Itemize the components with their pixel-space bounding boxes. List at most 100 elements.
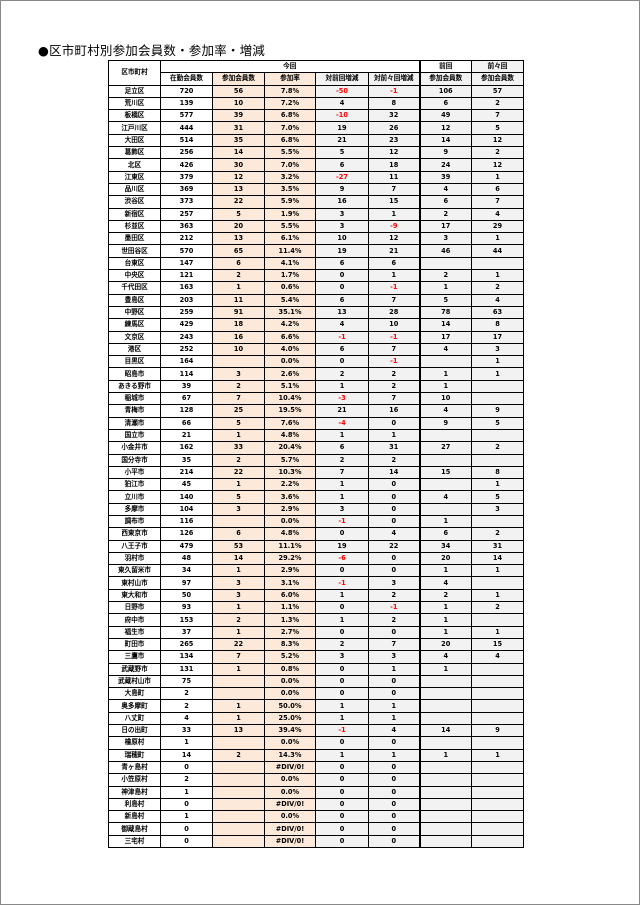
header-municipality: 区市町村 <box>108 60 161 86</box>
table-row: 利島村 0 #DIV/0! 0 0 <box>108 797 524 812</box>
table-row: 新島村 1 0.0% 0 0 <box>108 810 524 824</box>
change-vs-previous-cell: 6 <box>315 342 369 357</box>
change-vs-before-previous-cell: 14 <box>368 465 420 480</box>
employed-members-cell: 66 <box>160 416 213 430</box>
header-participation-rate: 参加率 <box>264 72 316 86</box>
participants-cell: 33 <box>212 441 265 455</box>
employed-members-cell: 33 <box>160 724 213 738</box>
table-row: 千代田区 163 1 0.6% 0 -1 1 2 <box>108 281 524 295</box>
change-vs-previous-cell: 2 <box>315 637 369 652</box>
before-previous-participants-cell <box>471 453 524 467</box>
before-previous-participants-cell: 2 <box>471 281 524 295</box>
change-vs-previous-cell: -27 <box>315 170 369 184</box>
before-previous-participants-cell: 3 <box>471 502 524 516</box>
employed-members-cell: 2 <box>160 773 213 787</box>
change-vs-previous-cell: 21 <box>315 404 369 418</box>
change-vs-previous-cell: 0 <box>315 797 369 812</box>
municipality-cell: 目黒区 <box>108 355 161 369</box>
previous-participants-cell: 1 <box>418 367 472 381</box>
before-previous-participants-cell <box>471 810 524 824</box>
change-vs-before-previous-cell: 8 <box>368 96 420 111</box>
participants-cell: 22 <box>212 637 265 652</box>
participants-cell: 22 <box>212 195 265 209</box>
municipality-cell: 世田谷区 <box>108 244 161 258</box>
previous-participants-cell: 1 <box>418 625 472 639</box>
employed-members-cell: 50 <box>160 588 213 603</box>
previous-participants-cell <box>418 785 472 799</box>
participation-rate-cell: 10.4% <box>264 392 316 406</box>
municipality-cell: 三宅村 <box>108 834 161 849</box>
previous-participants-cell: 9 <box>418 146 472 160</box>
employed-members-cell: 514 <box>160 133 213 148</box>
table-row: 御蔵島村 0 #DIV/0! 0 0 <box>108 822 524 836</box>
previous-participants-cell: 1 <box>418 379 472 394</box>
employed-members-cell: 720 <box>160 84 213 98</box>
change-vs-previous-cell: 0 <box>315 760 369 775</box>
participants-cell <box>212 822 265 836</box>
before-previous-participants-cell: 1 <box>471 170 524 184</box>
change-vs-previous-cell: 7 <box>315 465 369 480</box>
table-row: 八王子市 479 53 11.1% 19 22 34 31 <box>108 539 524 553</box>
table-row: 青梅市 128 25 19.5% 21 16 4 9 <box>108 404 524 418</box>
previous-participants-cell: 14 <box>418 318 472 332</box>
change-vs-before-previous-cell: 4 <box>368 527 420 541</box>
change-vs-before-previous-cell: 2 <box>368 453 420 467</box>
participants-cell <box>212 687 265 701</box>
table-row: 神津島村 1 0.0% 0 0 <box>108 785 524 799</box>
table-row: 国分寺市 35 2 5.7% 2 2 <box>108 453 524 467</box>
participation-rate-cell: 2.9% <box>264 502 316 516</box>
participation-rate-cell: 1.3% <box>264 613 316 627</box>
header-before-previous: 前々回 <box>471 59 524 74</box>
municipality-cell: 葛飾区 <box>108 146 161 160</box>
employed-members-cell: 131 <box>160 662 213 676</box>
participants-cell: 56 <box>212 84 265 98</box>
table-row: 西東京市 126 6 4.8% 0 4 6 2 <box>108 527 524 541</box>
before-previous-participants-cell: 5 <box>471 490 524 504</box>
table-row: 墨田区 212 13 6.1% 10 12 3 1 <box>108 232 524 246</box>
before-previous-participants-cell: 15 <box>471 637 524 652</box>
change-vs-before-previous-cell: 4 <box>368 724 420 738</box>
table-row: 大島町 2 0.0% 0 0 <box>108 687 524 701</box>
change-vs-previous-cell: -1 <box>315 724 369 738</box>
previous-participants-cell: 4 <box>418 650 472 664</box>
municipality-cell: 江戸川区 <box>108 121 161 135</box>
before-previous-participants-cell: 4 <box>471 207 524 221</box>
participation-rate-cell: 35.1% <box>264 305 316 320</box>
change-vs-before-previous-cell: 1 <box>368 428 420 443</box>
change-vs-previous-cell: 3 <box>315 207 369 221</box>
before-previous-participants-cell: 31 <box>471 539 524 553</box>
table-row: 町田市 265 22 8.3% 2 7 20 15 <box>108 637 524 652</box>
before-previous-participants-cell: 8 <box>471 465 524 480</box>
participants-cell: 3 <box>212 502 265 516</box>
change-vs-before-previous-cell: 7 <box>368 637 420 652</box>
previous-participants-cell: 9 <box>418 416 472 430</box>
participants-cell: 65 <box>212 244 265 258</box>
change-vs-before-previous-cell: 3 <box>368 650 420 664</box>
employed-members-cell: 1 <box>160 785 213 799</box>
participants-cell: 5 <box>212 207 265 221</box>
municipality-cell: 港区 <box>108 342 161 357</box>
municipality-cell: 日の出町 <box>108 724 161 738</box>
employed-members-cell: 39 <box>160 379 213 394</box>
employed-members-cell: 140 <box>160 490 213 504</box>
participation-rate-cell: 0.8% <box>264 662 316 676</box>
change-vs-before-previous-cell: 1 <box>368 662 420 676</box>
table-row: 立川市 140 5 3.6% 1 0 4 5 <box>108 490 524 504</box>
participants-cell: 35 <box>212 133 265 148</box>
change-vs-previous-cell: 0 <box>315 269 369 283</box>
participation-rate-cell: 19.5% <box>264 404 316 418</box>
previous-participants-cell: 39 <box>418 170 472 184</box>
participation-rate-cell: 7.0% <box>264 158 316 172</box>
participants-cell: 22 <box>212 465 265 480</box>
change-vs-previous-cell: 0 <box>315 564 369 578</box>
change-vs-before-previous-cell: 3 <box>368 576 420 590</box>
before-previous-participants-cell <box>471 379 524 394</box>
table-row: 大田区 514 35 6.8% 21 23 14 12 <box>108 133 524 148</box>
participants-cell: 1 <box>212 478 265 492</box>
before-previous-participants-cell: 4 <box>471 293 524 307</box>
change-vs-previous-cell: -1 <box>315 576 369 590</box>
change-vs-previous-cell: 3 <box>315 219 369 234</box>
employed-members-cell: 373 <box>160 195 213 209</box>
before-previous-participants-cell: 2 <box>471 601 524 615</box>
participation-rate-cell: 8.3% <box>264 637 316 652</box>
